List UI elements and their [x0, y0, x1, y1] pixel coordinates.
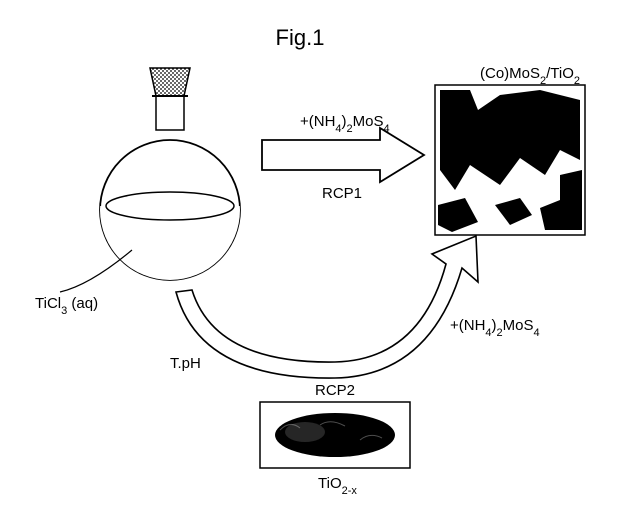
product-label: (Co)MoS2/TiO2 — [480, 65, 580, 87]
intermediate-bottom-label: TiO2-x — [318, 475, 357, 497]
arrow-top-label: +(NH4)2MoS4 — [300, 113, 390, 135]
arrow-top-sublabel: RCP1 — [322, 185, 362, 202]
curve-label-left: T.pH — [170, 355, 201, 372]
intermediate-top-label: RCP2 — [315, 382, 355, 399]
figure-title: Fig.1 — [276, 25, 325, 50]
arrow-rcp1 — [262, 128, 424, 182]
curve-label-right: +(NH4)2MoS4 — [450, 317, 540, 339]
flask-label: TiCl3 (aq) — [35, 295, 98, 317]
intermediate-box — [260, 402, 410, 468]
flask — [60, 68, 240, 292]
product-box — [435, 85, 585, 235]
